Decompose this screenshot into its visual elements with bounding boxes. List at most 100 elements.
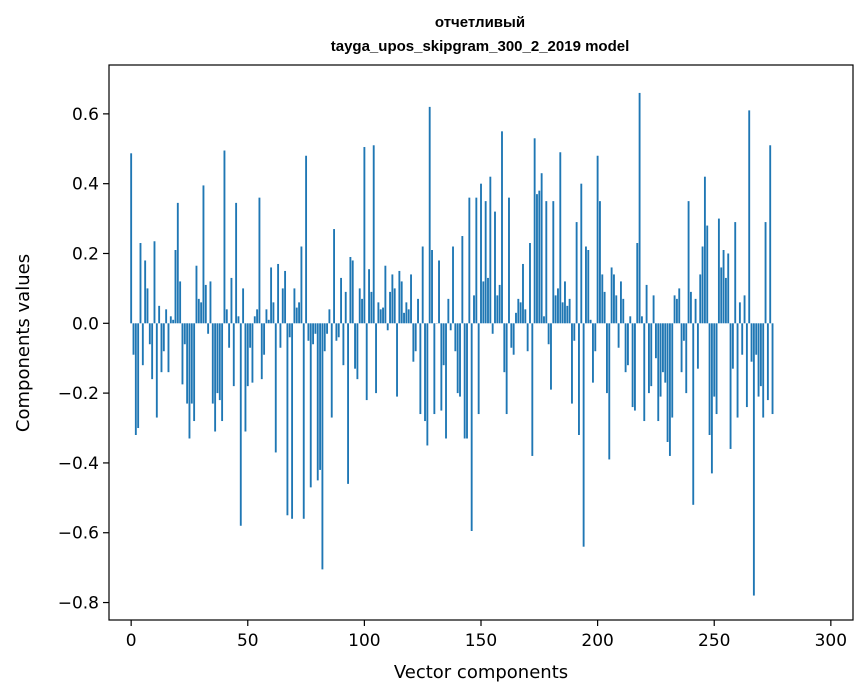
bar — [438, 260, 440, 324]
bar — [377, 302, 380, 324]
bar — [323, 323, 326, 352]
bar — [251, 323, 254, 383]
bar — [685, 323, 688, 394]
bar — [281, 288, 284, 324]
bar — [160, 323, 163, 373]
bar — [654, 323, 657, 359]
bar — [274, 323, 277, 453]
bar — [193, 323, 196, 422]
bar — [137, 323, 140, 429]
bar — [529, 243, 531, 324]
bar — [368, 269, 370, 324]
bar — [183, 323, 186, 345]
bar — [678, 288, 681, 324]
bar — [594, 323, 597, 352]
bar — [540, 173, 543, 324]
bar — [501, 131, 503, 324]
bar — [717, 218, 720, 324]
bar — [447, 298, 450, 324]
bar — [405, 302, 408, 324]
bar — [769, 145, 772, 324]
bar — [370, 291, 373, 324]
bar — [333, 229, 335, 324]
bar — [622, 298, 625, 324]
bar — [305, 155, 308, 324]
x-tick-label: 50 — [237, 631, 259, 651]
bar — [606, 323, 608, 394]
x-tick-label: 300 — [815, 631, 847, 651]
y-axis-ticks: −0.8 −0.6 −0.4 −0.2 0.0 0.2 0.4 0.6 — [58, 105, 109, 614]
bar — [165, 309, 168, 324]
bar — [410, 274, 412, 324]
bar — [578, 323, 580, 435]
bar — [759, 323, 762, 387]
bar — [372, 145, 375, 324]
x-tick-label: 200 — [581, 631, 613, 651]
bar — [482, 281, 485, 324]
bar — [190, 323, 193, 404]
bar — [230, 277, 233, 324]
bar — [340, 277, 342, 324]
y-tick-label: 0.2 — [72, 244, 99, 264]
bar — [179, 281, 182, 324]
bar — [433, 323, 436, 415]
bar — [519, 302, 522, 324]
bar — [335, 323, 338, 341]
bar — [146, 288, 149, 324]
bar — [552, 201, 555, 324]
bar — [494, 211, 496, 324]
bar — [298, 302, 301, 324]
bar — [668, 323, 671, 456]
bar — [624, 323, 627, 373]
bar — [235, 202, 238, 324]
bar — [260, 323, 263, 380]
bar — [265, 309, 268, 324]
bar — [403, 312, 405, 324]
bar — [347, 323, 349, 484]
bar — [400, 281, 403, 324]
bar — [631, 323, 634, 408]
bar — [543, 316, 545, 324]
bar — [162, 323, 165, 352]
bar — [526, 323, 529, 352]
bar — [354, 323, 356, 369]
bar — [764, 222, 767, 324]
bar — [687, 201, 690, 324]
bar — [547, 323, 550, 345]
y-tick-label: −0.8 — [58, 594, 99, 614]
bar — [337, 323, 340, 338]
bar — [391, 274, 394, 324]
y-tick-label: 0.4 — [72, 175, 99, 195]
bar — [351, 260, 354, 324]
bar — [407, 309, 410, 324]
bar — [524, 309, 527, 324]
bar — [293, 288, 296, 324]
bar — [559, 152, 562, 324]
bar — [745, 323, 748, 408]
bar — [211, 323, 214, 404]
bar — [382, 307, 384, 324]
bar — [214, 323, 217, 432]
bar — [421, 246, 424, 324]
bar — [489, 176, 492, 324]
bar — [365, 323, 368, 401]
bar — [727, 253, 730, 324]
bar — [715, 323, 718, 415]
chart-title-line-1: отчетливый — [435, 14, 525, 31]
bar — [484, 201, 487, 324]
bar — [675, 298, 678, 324]
bar — [515, 312, 517, 324]
bar — [286, 323, 289, 516]
bar — [197, 298, 200, 324]
bar — [256, 309, 259, 324]
bar — [508, 197, 510, 324]
bar — [134, 323, 137, 435]
bar — [389, 291, 391, 324]
bar — [634, 323, 636, 411]
bar — [321, 323, 324, 570]
bar — [459, 323, 461, 397]
bar — [440, 323, 443, 411]
bar — [680, 323, 683, 373]
bar — [358, 288, 361, 324]
bar — [267, 319, 270, 324]
